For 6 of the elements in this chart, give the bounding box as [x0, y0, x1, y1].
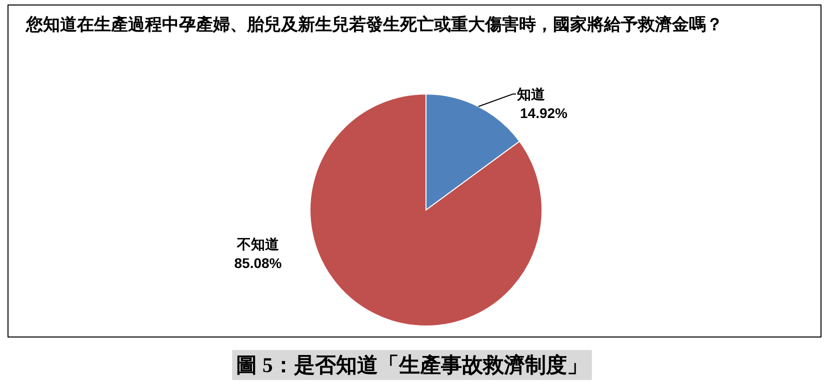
- caption: 圖 5：是否知道「生產事故救濟制度」: [236, 353, 588, 377]
- data-label: 14.92%: [520, 105, 568, 121]
- slice-label: 知道: [516, 86, 546, 102]
- chart-title: 您知道在生產過程中孕產婦、胎兒及新生兒若發生死亡或重大傷害時，國家將給予救濟金嗎？: [25, 15, 723, 34]
- slice-label: 不知道: [236, 236, 280, 252]
- data-label: 85.08%: [234, 255, 282, 271]
